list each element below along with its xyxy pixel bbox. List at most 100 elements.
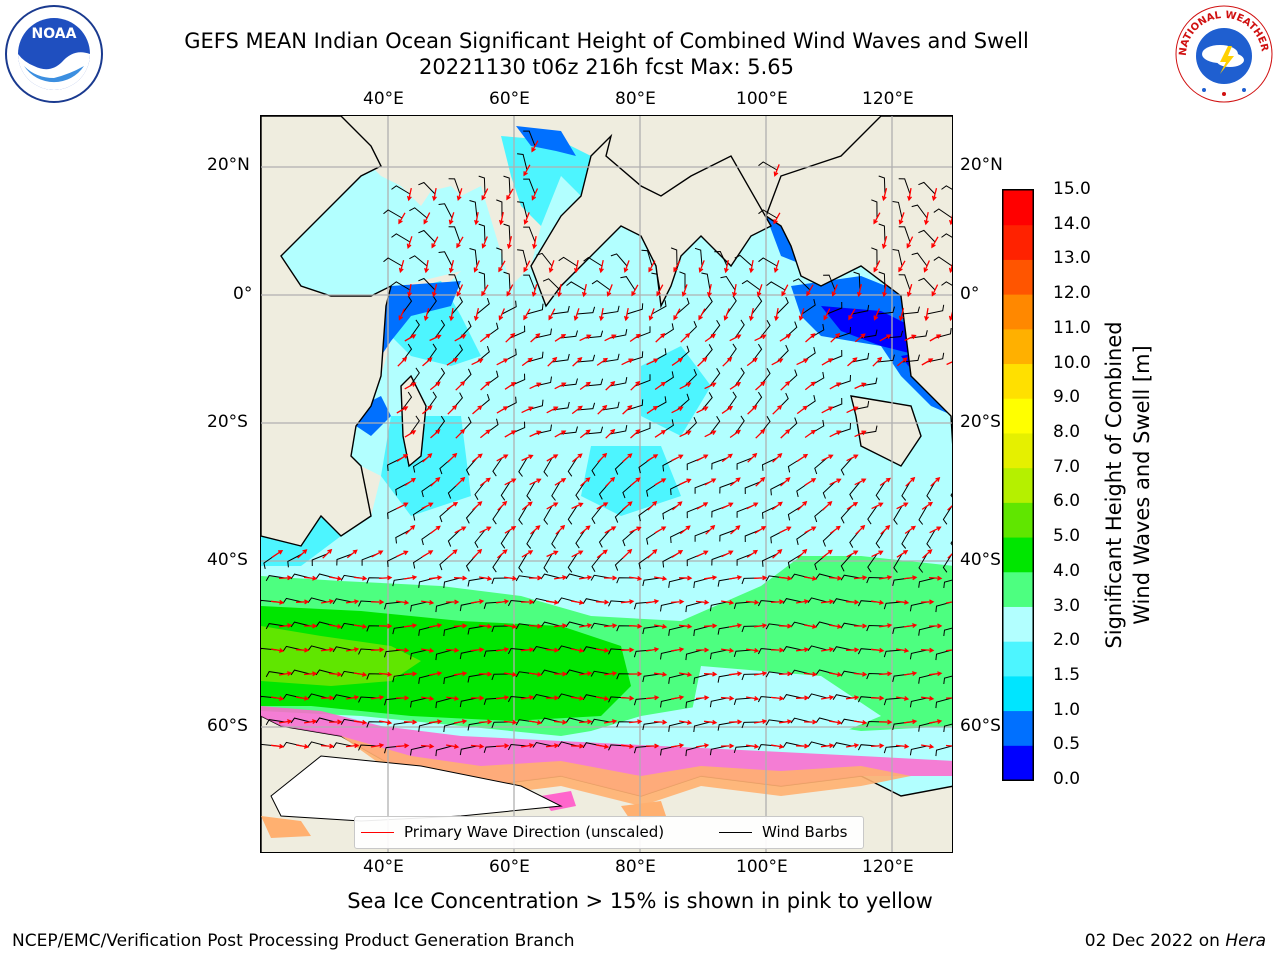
wave-direction-arrow [796,358,809,366]
wave-direction-arrow [448,212,455,225]
lat-label-left: 20°S [207,412,248,432]
wave-direction-arrow [546,406,559,414]
wave-direction-arrow [773,164,780,177]
wave-direction-arrow [703,623,718,629]
wind-barb [807,597,828,603]
wind-barb [476,297,490,315]
wave-direction-arrow [671,743,685,749]
wave-direction-arrow [947,553,952,559]
wave-direction-arrow [745,599,760,605]
wind-barb [701,296,713,315]
wave-direction-arrow [474,211,479,226]
wind-barb [591,553,603,572]
wave-direction-arrow [597,404,608,415]
wind-barb [918,577,936,588]
wave-direction-arrow [654,478,667,486]
lat-label-left: 20°N [207,155,250,175]
wind-barb [823,274,836,291]
wind-barb [909,330,928,339]
wave-direction-arrow [446,549,458,559]
wind-barb [551,529,561,549]
wave-direction-arrow [328,671,343,677]
wave-direction-arrow [904,623,918,629]
wind-barb [391,233,411,243]
wind-barb [638,553,653,570]
wind-barb [734,367,745,387]
wind-barb [759,320,771,339]
wind-barb [391,281,411,291]
wave-direction-arrow [671,406,684,414]
wind-barb [476,345,490,363]
wind-barb [543,553,553,573]
lat-label-right: 0° [960,284,980,304]
wind-barb [540,573,561,580]
wind-barb [651,272,661,291]
colorbar-title-line2: Wind Waves and Swell [m] [1130,345,1154,625]
wind-barb [384,601,403,610]
wave-direction-arrow [921,501,934,510]
wave-direction-arrow [429,525,441,535]
wave-direction-arrow [528,623,543,629]
wave-direction-arrow [304,623,318,629]
colorbar-tick-label: 0.0 [1053,769,1081,789]
wind-barb [717,721,736,731]
wind-barb [565,669,586,676]
wave-direction-arrow [279,719,293,725]
wave-direction-arrow [854,478,867,486]
wave-direction-arrow [481,236,488,249]
wind-barb [435,649,453,661]
wave-direction-arrow [848,308,856,321]
wind-barb [526,481,536,501]
wind-barb [410,745,428,756]
wave-direction-arrow [721,405,734,414]
wave-direction-arrow [573,308,580,321]
wind-barb [709,697,728,708]
wave-direction-arrow [503,719,518,725]
wind-barb [709,415,721,435]
wind-barb [551,353,570,363]
wave-direction-arrow [504,575,518,581]
wind-barb [518,553,528,573]
wind-barb [840,553,853,572]
wave-direction-arrow [679,478,692,486]
wind-barb [701,392,713,411]
wave-direction-arrow [804,429,817,439]
wind-barb [609,329,628,339]
wave-direction-arrow [545,647,560,653]
wave-direction-arrow [804,478,817,486]
wind-barb [693,673,711,685]
wave-direction-arrow [496,454,509,462]
wave-direction-arrow [781,284,789,297]
wave-direction-arrow [621,358,634,366]
wave-direction-arrow [454,526,467,534]
wave-direction-arrow [703,671,718,677]
wave-direction-arrow [948,214,952,226]
wind-barb [782,598,803,604]
wave-direction-arrow [424,259,429,274]
wind-barb [507,695,528,703]
wind-barb [709,367,721,387]
wind-barb [893,505,903,525]
wind-barb [491,577,511,585]
wind-barb [878,223,886,243]
wave-direction-arrow [820,743,835,749]
wave-direction-arrow [856,284,863,298]
wave-direction-arrow [578,719,593,725]
wave-direction-arrow [353,575,368,581]
wind-barb [761,457,778,471]
wave-direction-arrow [605,380,616,391]
wave-direction-arrow [470,695,485,701]
wave-direction-arrow [706,283,712,298]
wind-barb [796,529,811,546]
wind-barb [840,457,853,476]
wave-direction-arrow [370,647,385,653]
wind-barb [814,457,828,475]
wave-direction-arrow [704,575,718,581]
wave-direction-arrow [598,259,604,274]
wave-direction-arrow [774,307,779,322]
wave-direction-arrow [471,453,483,463]
wind-barb [401,391,413,411]
wave-direction-arrow [903,575,918,581]
wave-direction-arrow [803,671,818,677]
wave-direction-arrow [397,356,408,367]
